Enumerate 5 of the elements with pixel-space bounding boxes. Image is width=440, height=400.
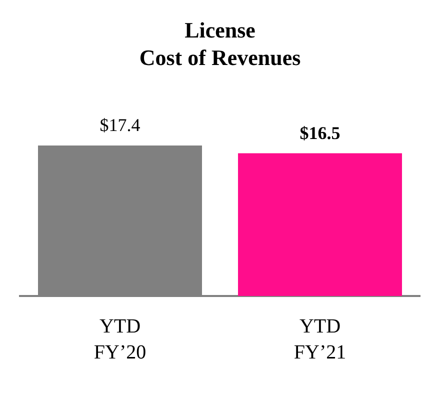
data-label: $17.4 (100, 115, 140, 136)
chart-title: License Cost of Revenues (139, 17, 302, 70)
x-tick-label: YTD FY’20 (94, 315, 146, 364)
data-label: $16.5 (300, 122, 340, 143)
x-tick-label: YTD FY’21 (294, 315, 346, 364)
